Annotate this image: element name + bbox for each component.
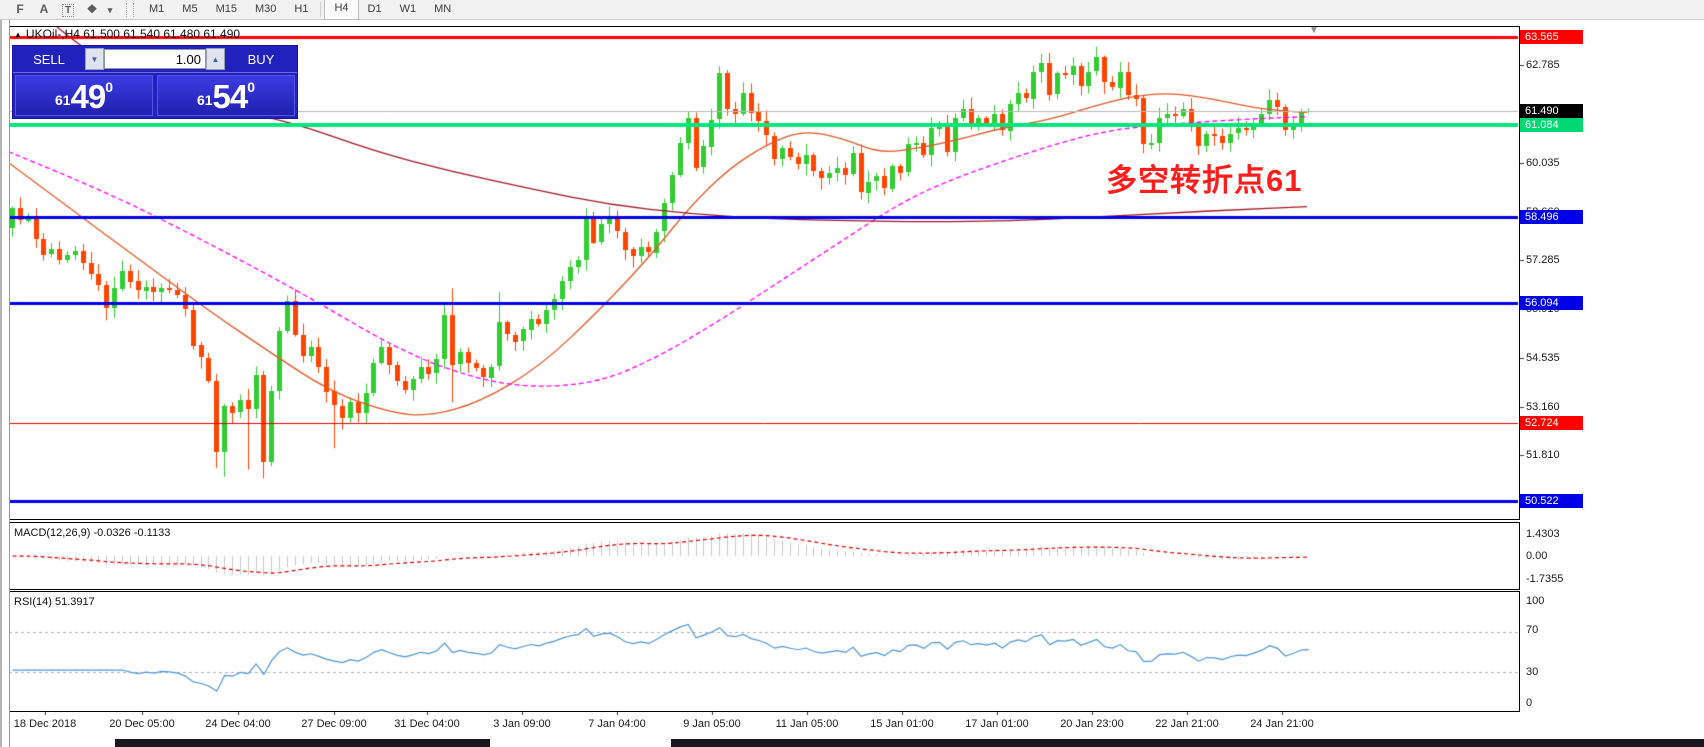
price-level-tag: 50.522 bbox=[1520, 493, 1583, 508]
time-tick-label: 24 Jan 21:00 bbox=[1250, 718, 1314, 730]
macd-axis-label: -1.7355 bbox=[1526, 573, 1564, 585]
sell-price-big: 49 bbox=[70, 78, 107, 115]
volume-input[interactable] bbox=[104, 49, 206, 69]
macd-axis-label: 1.4303 bbox=[1526, 528, 1560, 540]
buy-button[interactable]: 61 54 0 bbox=[157, 75, 295, 116]
timeframe-button-mn[interactable]: MN bbox=[434, 3, 452, 15]
timeframe-button-m30[interactable]: M30 bbox=[254, 3, 277, 15]
volume-increase-button[interactable]: ▲ bbox=[206, 48, 225, 70]
time-tick-label: 22 Jan 21:00 bbox=[1155, 718, 1219, 730]
time-tick-label: 9 Jan 05:00 bbox=[683, 718, 741, 730]
timeframe-button-h1[interactable]: H1 bbox=[294, 3, 309, 15]
shapes-dropdown-icon[interactable]: ▾ bbox=[107, 5, 113, 15]
bottom-window-edge bbox=[671, 739, 1704, 747]
toolbar-icons: F A T ❖ ▾ bbox=[8, 0, 116, 19]
macd-axis-label: 0.00 bbox=[1526, 550, 1548, 562]
volume-decrease-button[interactable]: ▼ bbox=[85, 48, 104, 70]
rsi-axis-label: 100 bbox=[1526, 595, 1545, 607]
rsi-axis-label: 70 bbox=[1526, 624, 1539, 636]
buy-price-small: 61 bbox=[196, 92, 213, 108]
sell-label[interactable]: SELL bbox=[33, 51, 65, 67]
text-box-icon[interactable]: T bbox=[56, 2, 80, 19]
chart-annotation: 多空转折点61 bbox=[1106, 163, 1303, 198]
price-tick-label: 54.535 bbox=[1526, 352, 1560, 365]
window-splitter[interactable] bbox=[0, 19, 10, 747]
rsi-label: RSI(14) 51.3917 bbox=[14, 596, 95, 608]
price-level-tag: 61.490 bbox=[1520, 104, 1583, 119]
buy-label[interactable]: BUY bbox=[247, 51, 275, 67]
price-tick-label: 51.810 bbox=[1526, 449, 1560, 462]
timeframe-button-d1[interactable]: D1 bbox=[367, 3, 382, 15]
collapse-triangle-icon[interactable]: ▲ bbox=[14, 30, 22, 39]
time-tick-label: 20 Jan 23:00 bbox=[1060, 718, 1124, 730]
rsi-axis-label: 30 bbox=[1526, 666, 1539, 678]
timeframe-button-w1[interactable]: W1 bbox=[399, 3, 417, 15]
time-tick-label: 24 Dec 04:00 bbox=[205, 718, 271, 730]
volume-stepper: ▼ ▲ bbox=[85, 48, 225, 70]
price-tick-label: 57.285 bbox=[1526, 254, 1560, 267]
price-level-tag: 52.724 bbox=[1520, 415, 1583, 430]
time-tick-label: 15 Jan 01:00 bbox=[870, 718, 934, 730]
time-tick-label: 31 Dec 04:00 bbox=[394, 718, 460, 730]
time-tick-label: 27 Dec 09:00 bbox=[301, 718, 367, 730]
bottom-window-edge bbox=[115, 739, 490, 747]
timeframe-button-m15[interactable]: M15 bbox=[215, 3, 237, 15]
toolbar: F A T ❖ ▾ M1 M5 M15 M30 H1 H4 D1 W1 MN bbox=[0, 0, 1704, 20]
rsi-axis-label: 0 bbox=[1526, 697, 1533, 709]
sell-price-small: 61 bbox=[54, 92, 71, 108]
price-level-tag: 58.496 bbox=[1520, 210, 1583, 225]
chart-title: ▲ UKOil-,H4 61.500 61.540 61.480 61.490 bbox=[14, 27, 240, 41]
time-tick-label: 20 Dec 05:00 bbox=[109, 718, 175, 730]
time-tick-label: 7 Jan 04:00 bbox=[588, 718, 646, 730]
time-tick-label: 18 Dec 2018 bbox=[13, 718, 77, 730]
price-tick-label: 53.160 bbox=[1526, 401, 1560, 414]
macd-label: MACD(12,26,9) -0.0326 -0.1133 bbox=[14, 527, 171, 539]
price-tick-label: 62.785 bbox=[1526, 59, 1560, 71]
price-level-tag: 61.084 bbox=[1520, 118, 1583, 133]
price-level-tag: 56.094 bbox=[1520, 295, 1583, 310]
sell-button[interactable]: 61 49 0 bbox=[15, 75, 153, 116]
time-tick-label: 17 Jan 01:00 bbox=[965, 718, 1029, 730]
time-tick-label: 3 Jan 09:00 bbox=[493, 718, 551, 730]
timeframe-button-h4[interactable]: H4 bbox=[324, 0, 359, 20]
last-bar-marker-icon[interactable]: ▼ bbox=[1309, 25, 1319, 36]
sell-price-sup: 0 bbox=[105, 79, 114, 95]
timeframe-bar: M1 M5 M15 M30 H1 H4 D1 W1 MN bbox=[140, 0, 460, 20]
time-tick-label: 11 Jan 05:00 bbox=[775, 718, 839, 730]
price-tick-label: 60.035 bbox=[1526, 156, 1560, 169]
buy-price-big: 54 bbox=[212, 78, 249, 115]
buy-price-sup: 0 bbox=[247, 79, 256, 95]
shapes-icon[interactable]: ❖ bbox=[86, 2, 98, 16]
text-label-icon[interactable]: A bbox=[39, 2, 49, 16]
timeframe-button-m5[interactable]: M5 bbox=[182, 3, 198, 15]
toolbar-separator bbox=[320, 2, 322, 17]
timeframe-button-m1[interactable]: M1 bbox=[149, 3, 165, 15]
price-level-tag: 63.565 bbox=[1520, 30, 1583, 45]
toolbar-grip bbox=[126, 2, 134, 17]
chart-title-text: UKOil-,H4 61.500 61.540 61.480 61.490 bbox=[25, 27, 241, 41]
indicators-icon[interactable]: F bbox=[16, 2, 24, 16]
